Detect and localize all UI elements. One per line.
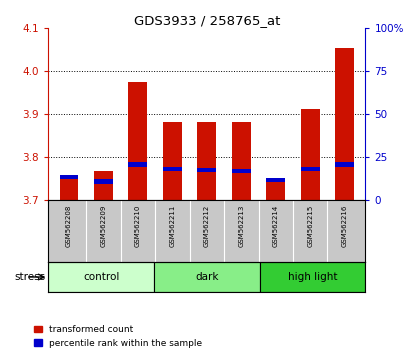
- Bar: [154, 262, 260, 292]
- Bar: [301, 166, 320, 171]
- Bar: [60, 176, 79, 200]
- Text: dark: dark: [195, 272, 218, 282]
- Text: GSM562215: GSM562215: [307, 205, 313, 247]
- Bar: [301, 109, 320, 200]
- Bar: [232, 169, 251, 173]
- Text: GSM562213: GSM562213: [238, 205, 244, 247]
- Bar: [48, 262, 154, 292]
- Legend: transformed count, percentile rank within the sample: transformed count, percentile rank withi…: [34, 325, 202, 348]
- Bar: [163, 122, 182, 200]
- Text: GSM562211: GSM562211: [169, 205, 176, 247]
- Bar: [129, 162, 147, 166]
- Bar: [129, 82, 147, 200]
- Text: GSM562214: GSM562214: [273, 205, 279, 247]
- Text: GSM562212: GSM562212: [204, 205, 210, 247]
- Text: control: control: [83, 272, 119, 282]
- Text: stress: stress: [14, 272, 45, 282]
- Title: GDS3933 / 258765_at: GDS3933 / 258765_at: [134, 14, 280, 27]
- Bar: [232, 122, 251, 200]
- Bar: [197, 168, 216, 172]
- Text: GSM562210: GSM562210: [135, 205, 141, 247]
- Bar: [94, 171, 113, 200]
- Text: GSM562208: GSM562208: [66, 205, 72, 247]
- Bar: [266, 179, 285, 200]
- Text: GSM562209: GSM562209: [100, 205, 106, 247]
- Bar: [266, 178, 285, 182]
- Bar: [60, 175, 79, 179]
- Text: GSM562216: GSM562216: [342, 205, 348, 247]
- Bar: [163, 166, 182, 171]
- Bar: [335, 48, 354, 200]
- Bar: [335, 162, 354, 166]
- Bar: [94, 179, 113, 184]
- Bar: [260, 262, 365, 292]
- Text: high light: high light: [288, 272, 337, 282]
- Bar: [197, 122, 216, 200]
